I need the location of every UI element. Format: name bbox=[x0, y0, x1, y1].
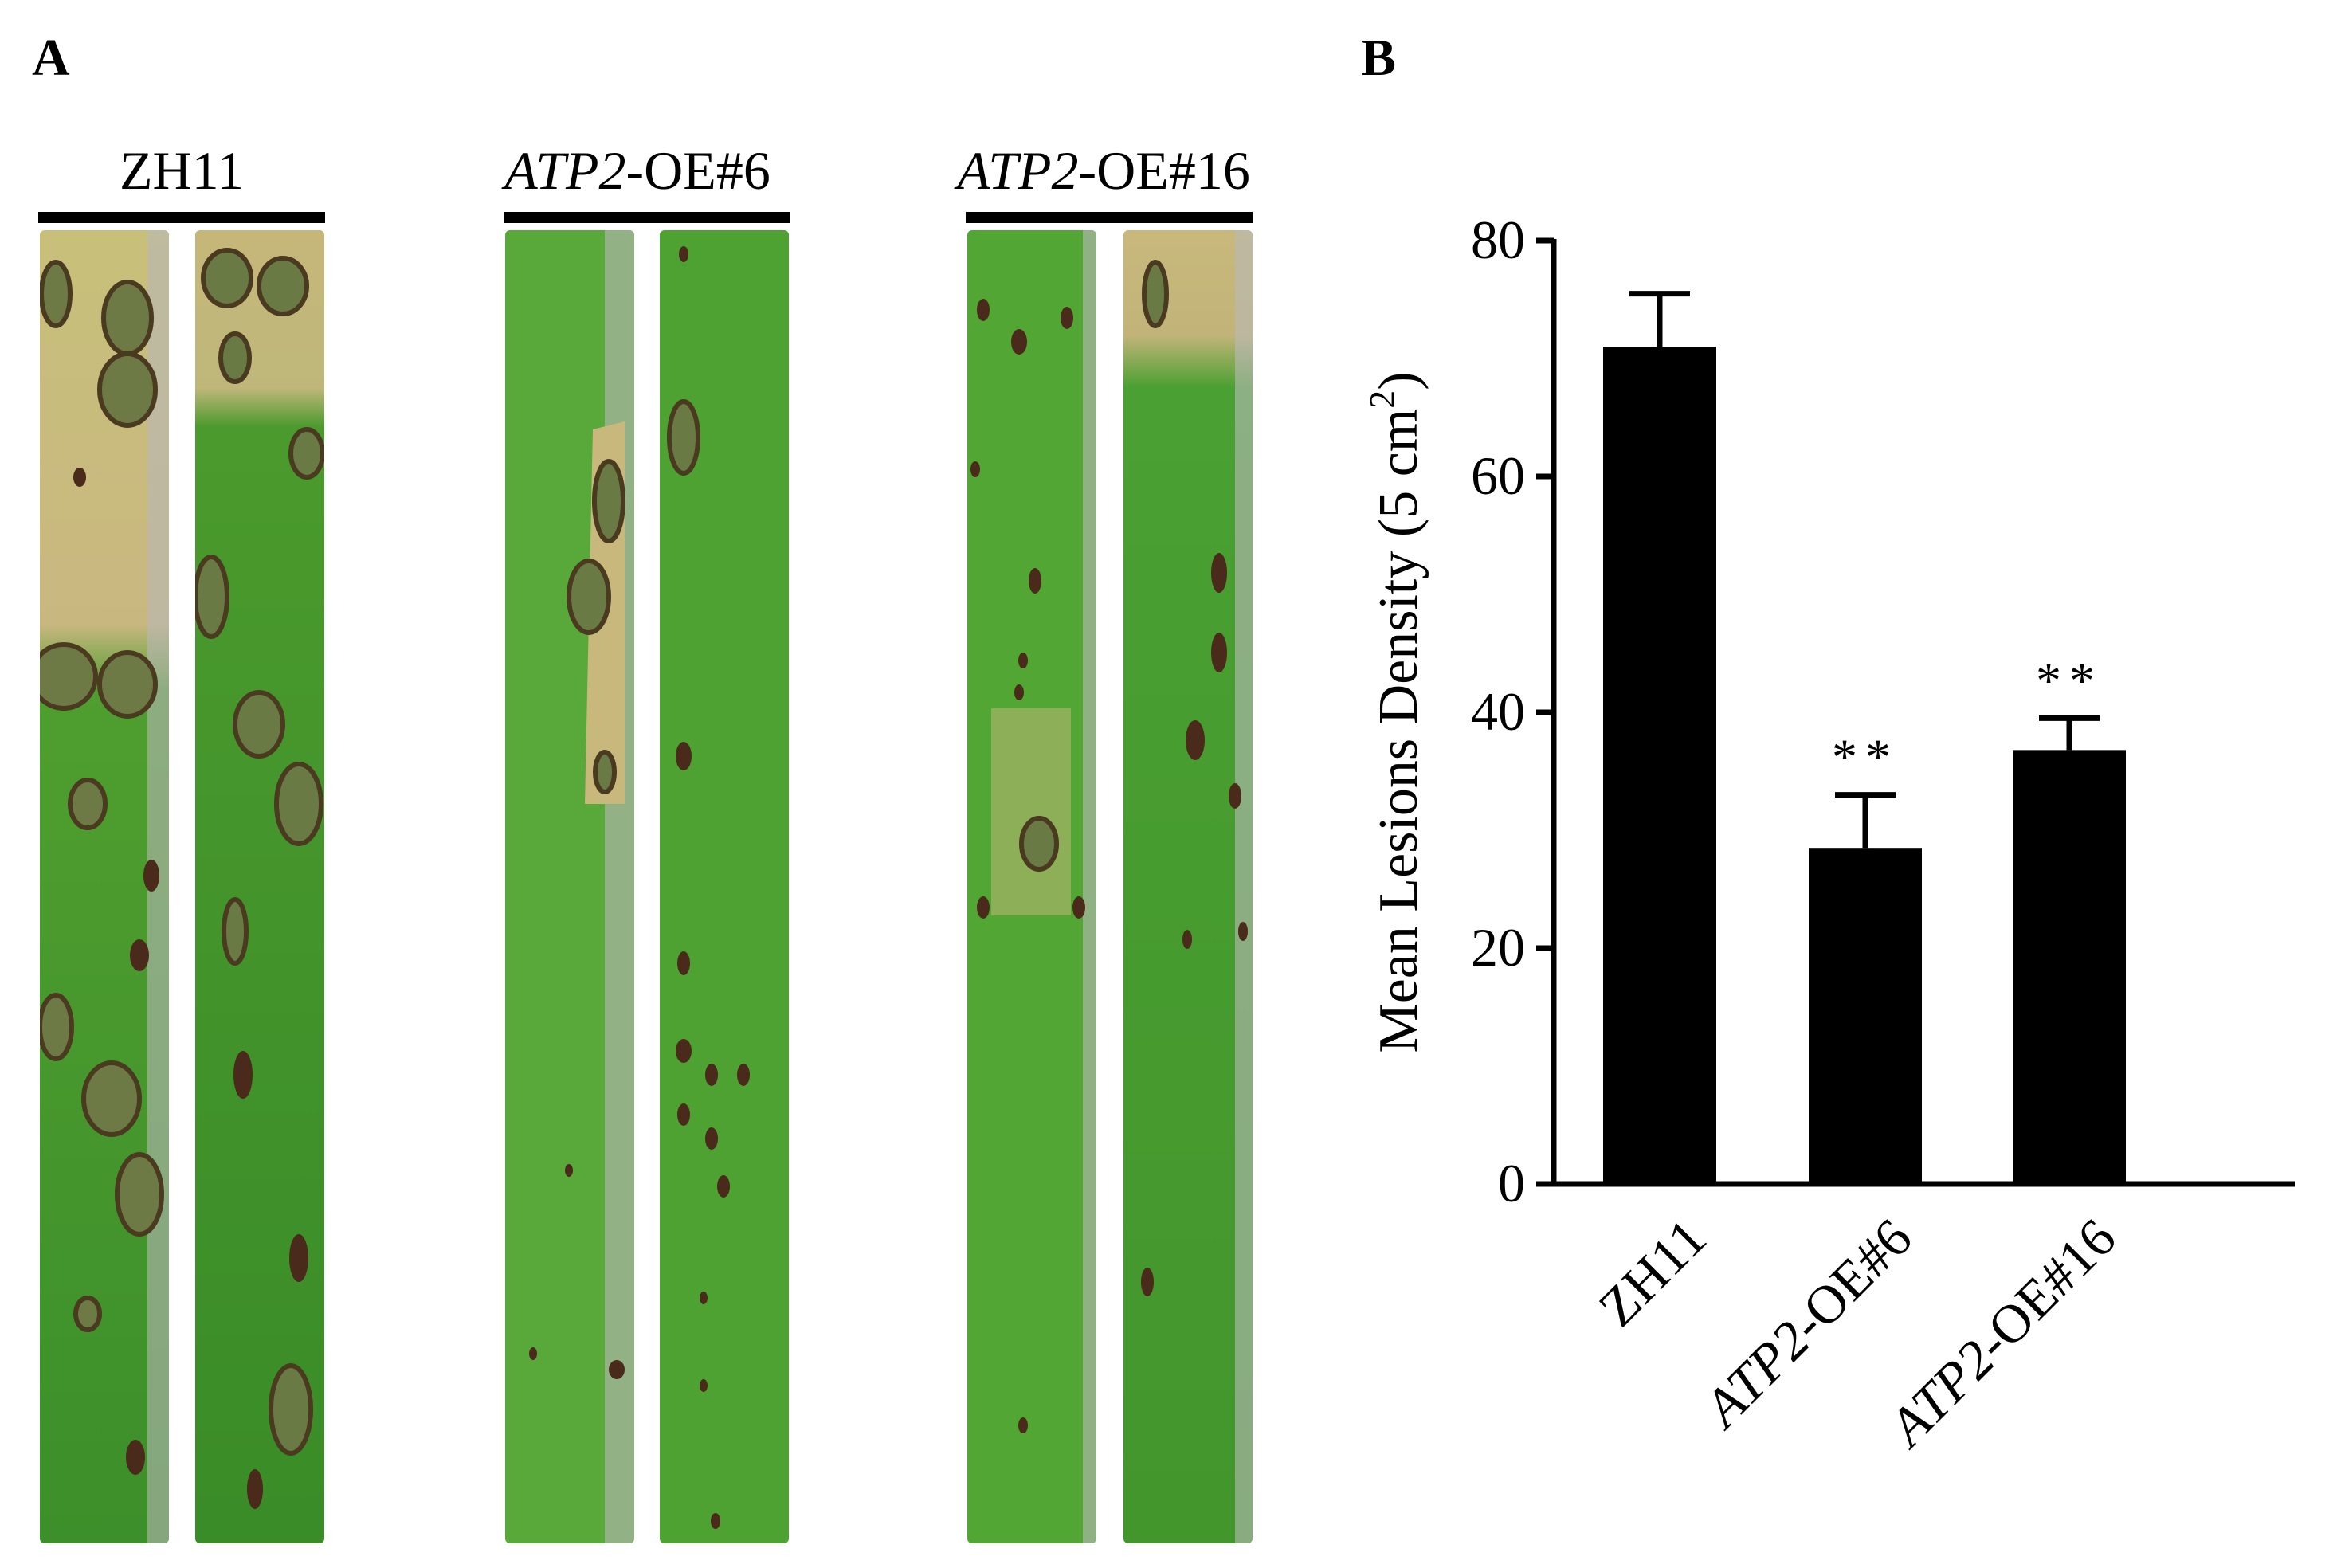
bar-2 bbox=[1809, 848, 1922, 1184]
leaf-atp2-oe6-1 bbox=[505, 230, 634, 1543]
leaf-atp2-oe16-1 bbox=[967, 230, 1096, 1543]
leaf-photo-icon bbox=[505, 230, 634, 1543]
significance-label-2: ** bbox=[1832, 729, 1899, 786]
leaf-photo-icon bbox=[40, 230, 169, 1543]
leaf-zh11-2 bbox=[195, 230, 324, 1543]
y-tick-label: 60 bbox=[1471, 445, 1525, 506]
y-axis-label-main: Mean Lesions Density (5 cm bbox=[1368, 409, 1429, 1053]
x-tick-label-rest: -OE#16 bbox=[1963, 1207, 2127, 1371]
y-axis-label: Mean Lesions Density (5 cm2) bbox=[1362, 371, 1429, 1053]
group-label-atp2-oe16-italic: ATP2 bbox=[957, 140, 1079, 201]
y-axis-label-end: ) bbox=[1368, 371, 1429, 390]
group-label-atp2-oe16-rest: -OE#16 bbox=[1078, 140, 1250, 201]
panel-b-letter: B bbox=[1361, 29, 1397, 87]
group-label-atp2-oe6: ATP2-OE#6 bbox=[462, 143, 813, 198]
group-bar-atp2-oe6 bbox=[504, 212, 790, 223]
y-tick-label: 40 bbox=[1471, 681, 1525, 742]
leaf-zh11-1 bbox=[40, 230, 169, 1543]
y-tick-label: 20 bbox=[1471, 917, 1525, 978]
group-label-atp2-oe6-italic: ATP2 bbox=[504, 140, 626, 201]
y-tick-label: 0 bbox=[1498, 1153, 1525, 1213]
group-bar-zh11 bbox=[38, 212, 325, 223]
x-tick-label-rest: ZH11 bbox=[1586, 1207, 1717, 1338]
x-tick-label-rest: -OE#6 bbox=[1778, 1207, 1923, 1352]
y-tick-label: 80 bbox=[1471, 210, 1525, 270]
bar-3 bbox=[2013, 750, 2126, 1184]
leaf-photo-icon bbox=[660, 230, 789, 1543]
leaf-photo-icon bbox=[1123, 230, 1253, 1543]
group-label-atp2-oe16: ATP2-OE#16 bbox=[916, 143, 1291, 198]
group-label-zh11-text: ZH11 bbox=[119, 140, 245, 201]
leaf-photo-icon bbox=[967, 230, 1096, 1543]
leaf-photo-icon bbox=[195, 230, 324, 1543]
panel-a-letter: A bbox=[32, 29, 70, 87]
leaf-atp2-oe16-2 bbox=[1123, 230, 1253, 1543]
x-tick-label-1: ZH11 bbox=[1586, 1207, 1717, 1338]
significance-label-3: ** bbox=[2036, 652, 2103, 708]
group-label-atp2-oe6-rest: -OE#6 bbox=[625, 140, 770, 201]
leaf-atp2-oe6-2 bbox=[660, 230, 789, 1543]
group-bar-atp2-oe16 bbox=[966, 212, 1253, 223]
group-label-zh11: ZH11 bbox=[38, 143, 325, 198]
bar-1 bbox=[1603, 347, 1716, 1185]
bar-chart: 0 20 40 60 80 Mean Lesions Density (5 cm2) ZH1… bbox=[1362, 210, 2295, 1459]
y-axis-label-sup: 2 bbox=[1362, 390, 1402, 409]
